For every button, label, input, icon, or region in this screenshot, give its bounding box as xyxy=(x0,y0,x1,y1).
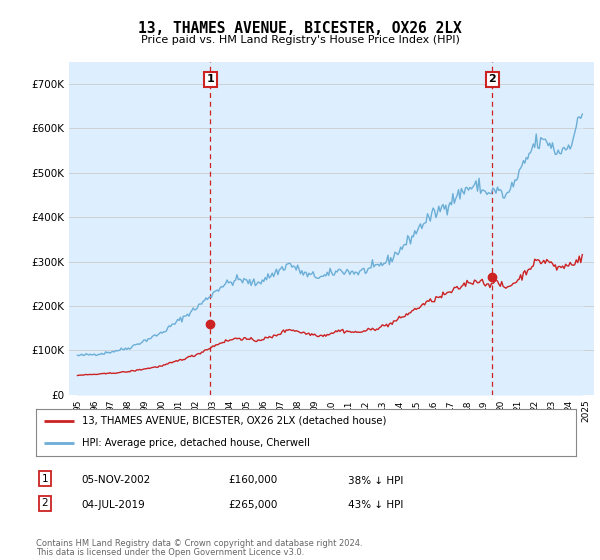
Text: 38% ↓ HPI: 38% ↓ HPI xyxy=(348,475,403,486)
Text: £160,000: £160,000 xyxy=(228,475,277,486)
Text: HPI: Average price, detached house, Cherwell: HPI: Average price, detached house, Cher… xyxy=(82,438,310,448)
Text: 13, THAMES AVENUE, BICESTER, OX26 2LX (detached house): 13, THAMES AVENUE, BICESTER, OX26 2LX (d… xyxy=(82,416,386,426)
Text: Price paid vs. HM Land Registry's House Price Index (HPI): Price paid vs. HM Land Registry's House … xyxy=(140,35,460,45)
Text: 04-JUL-2019: 04-JUL-2019 xyxy=(81,500,145,510)
Text: 2: 2 xyxy=(488,74,496,85)
Text: 1: 1 xyxy=(41,474,49,484)
Text: 13, THAMES AVENUE, BICESTER, OX26 2LX: 13, THAMES AVENUE, BICESTER, OX26 2LX xyxy=(138,21,462,36)
Text: Contains HM Land Registry data © Crown copyright and database right 2024.: Contains HM Land Registry data © Crown c… xyxy=(36,539,362,548)
Text: 05-NOV-2002: 05-NOV-2002 xyxy=(81,475,150,486)
Text: 1: 1 xyxy=(206,74,214,85)
Text: £265,000: £265,000 xyxy=(228,500,277,510)
Text: This data is licensed under the Open Government Licence v3.0.: This data is licensed under the Open Gov… xyxy=(36,548,304,557)
Text: 2: 2 xyxy=(41,498,49,508)
Text: 43% ↓ HPI: 43% ↓ HPI xyxy=(348,500,403,510)
